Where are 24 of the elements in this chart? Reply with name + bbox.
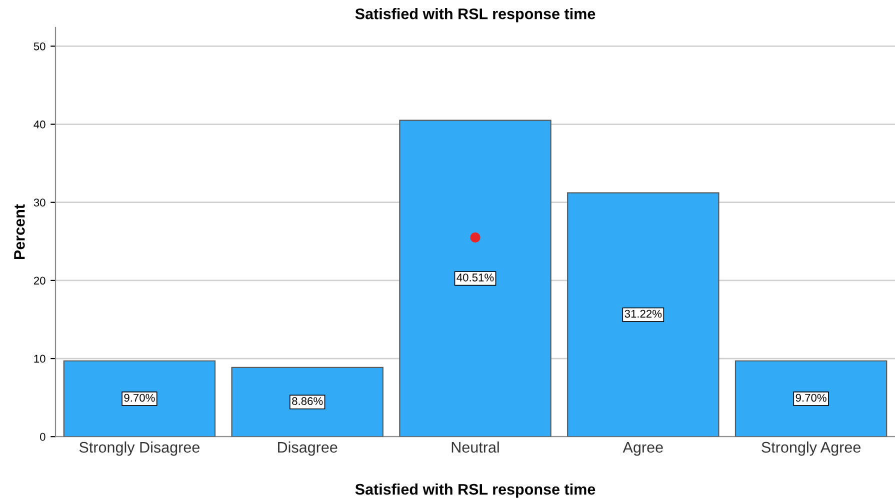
y-tick-label: 0	[40, 432, 46, 441]
x-tick-label: Strongly Disagree	[79, 441, 200, 456]
data-label: 9.70%	[796, 394, 826, 402]
x-tick-label: Neutral	[452, 441, 499, 453]
chart-title: Satisfied with RSL response time	[355, 8, 596, 22]
bar	[63, 360, 216, 437]
data-label: 40.51%	[456, 274, 494, 282]
y-tick-label: 50	[34, 42, 46, 50]
x-tick-label: Strongly Agree	[762, 441, 860, 456]
x-axis-title: Satisfied with RSL response time	[355, 484, 596, 498]
data-label: 9.70%	[124, 394, 155, 402]
data-label: 8.86%	[292, 397, 323, 406]
y-axis-title: Percent	[14, 204, 25, 260]
data-label: 31.22%	[624, 310, 662, 318]
bar	[734, 360, 888, 437]
bar	[231, 366, 384, 437]
y-tick-label: 10	[34, 354, 46, 363]
bar	[399, 120, 552, 437]
y-tick-label: 40	[34, 120, 46, 128]
x-tick-label: Disagree	[278, 441, 338, 456]
y-tick-label: 30	[34, 198, 46, 206]
y-tick-label: 20	[34, 276, 46, 285]
bar	[567, 192, 720, 437]
x-tick-label: Agree	[622, 442, 663, 456]
